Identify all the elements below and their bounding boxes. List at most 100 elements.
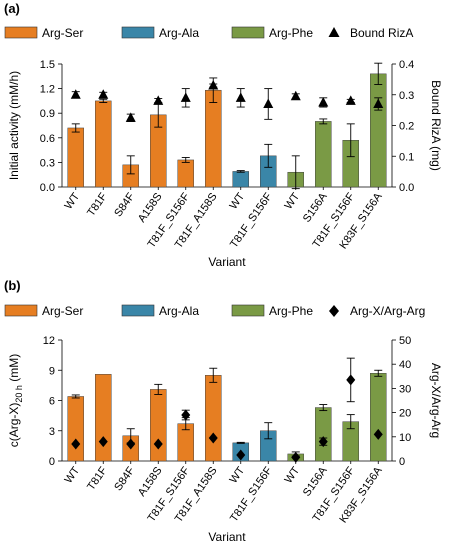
diamond-marker [373,428,383,440]
y-axis-title-left: c(Arg-X)20 h (mM) [7,354,24,448]
bar [95,374,112,462]
triangle-marker [153,95,164,105]
y-tick-label-right: 30 [399,383,411,395]
x-tick-label: WT [283,465,303,486]
y-axis-title-left: Initial activity (mM/h) [7,71,21,180]
legend-swatch [121,26,155,39]
bar [315,407,332,462]
diamond-marker [236,449,246,461]
bar [67,396,84,462]
legend-swatch [231,304,265,317]
triangle-marker [373,98,384,108]
legend-swatch [121,304,155,317]
panel-label: (a) [4,1,20,16]
triangle-marker [208,80,219,90]
legend-label: Arg-Ser [42,304,83,318]
y-tick-label-right: 0.3 [399,90,414,102]
legend-diamond-marker [329,305,339,317]
y-tick-label-left: 0.6 [40,133,55,145]
diamond-marker [181,409,191,421]
x-tick-label: T81F [85,465,110,493]
x-tick-label: A158S [136,465,165,499]
y-tick-label-left: 3 [49,426,55,438]
triangle-marker [263,98,274,108]
y-tick-label-left: 0 [49,456,55,468]
y-tick-label-right: 50 [399,335,411,347]
diamond-marker [98,436,108,448]
y-axis-title-left-subscript: 20 h [14,385,24,403]
bar [205,375,222,462]
x-tick-label: T81F [85,191,110,219]
triangle-marker [125,112,136,122]
bar [177,159,194,188]
bar [67,127,84,188]
x-tick-label: WT [63,465,83,486]
bar [370,373,387,462]
y-tick-label-right: 0.2 [399,121,414,133]
y-tick-label-right: 0.1 [399,151,414,163]
y-tick-label-right: 0.0 [399,182,414,194]
x-tick-label: S156A [301,464,330,498]
legend-label: Bound RizA [350,26,413,40]
diamond-marker [208,432,218,444]
x-tick-label: WT [283,191,303,212]
y-tick-label-right: 0.4 [399,59,414,71]
bar [95,100,112,188]
diamond-marker [318,436,328,448]
x-tick-label: WT [228,465,248,486]
y-axis-title-left-main: c(Arg-X) [7,403,21,448]
triangle-marker [98,89,109,99]
chart-panel: (a)0.00.30.60.91.21.50.00.10.20.30.4WT T8… [4,1,443,269]
panel-label: (b) [4,278,21,293]
legend-label: Arg-Phe [269,304,313,318]
y-tick-label-right: 0 [399,456,405,468]
x-tick-label: WT [63,191,83,212]
bar [205,89,222,188]
y-tick-label-left: 1.5 [40,59,55,71]
x-tick-label: WT [228,191,248,212]
diamond-marker [346,374,356,386]
bar [370,73,387,188]
legend-label: Arg-Ala [159,26,199,40]
diamond-marker [291,451,301,463]
x-axis-title: Variant [208,530,246,544]
y-tick-label-right: 40 [399,359,411,371]
legend-label: Arg-X/Arg-Arg [350,304,425,318]
legend-label: Arg-Ser [42,26,83,40]
legend-swatch [4,26,38,39]
y-tick-label-left: 12 [43,335,55,347]
triangle-marker [70,89,81,99]
triangle-marker [345,95,356,105]
x-axis-title: Variant [208,255,246,269]
legend-swatch [4,304,38,317]
y-axis-title-left-unit: (mM) [7,354,21,385]
y-tick-label-right: 10 [399,432,411,444]
y-tick-label-left: 9 [49,365,55,377]
diamond-marker [153,438,163,450]
x-tick-label: S84F [112,465,137,494]
triangle-marker [235,92,246,102]
legend: Arg-Ser Arg-Ala Arg-Phe Bound RizA [4,26,413,40]
y-axis-title-right: Arg-X/Arg-Arg [429,363,443,438]
diamond-marker [126,438,136,450]
triangle-marker [318,96,329,107]
x-tick-label: S84F [112,191,137,220]
triangle-marker [290,90,301,101]
legend-triangle-marker [328,27,340,37]
legend: Arg-Ser Arg-Ala Arg-Phe Arg-X/Arg-Arg [4,304,425,318]
diamond-marker [71,438,81,450]
x-tick-label: A158S [136,191,165,225]
y-tick-label-left: 0.9 [40,108,55,120]
y-tick-label-left: 0.0 [40,182,55,194]
bar [315,121,332,188]
bar [150,389,167,462]
legend-label: Arg-Ala [159,304,199,318]
y-tick-label-left: 6 [49,396,55,408]
y-tick-label-left: 1.2 [40,84,55,96]
legend-swatch [231,26,265,39]
legend-label: Arg-Phe [269,26,313,40]
y-tick-label-right: 20 [399,408,411,420]
bar [232,171,249,188]
y-axis-title-right: Bound RizA (mg) [429,80,443,171]
